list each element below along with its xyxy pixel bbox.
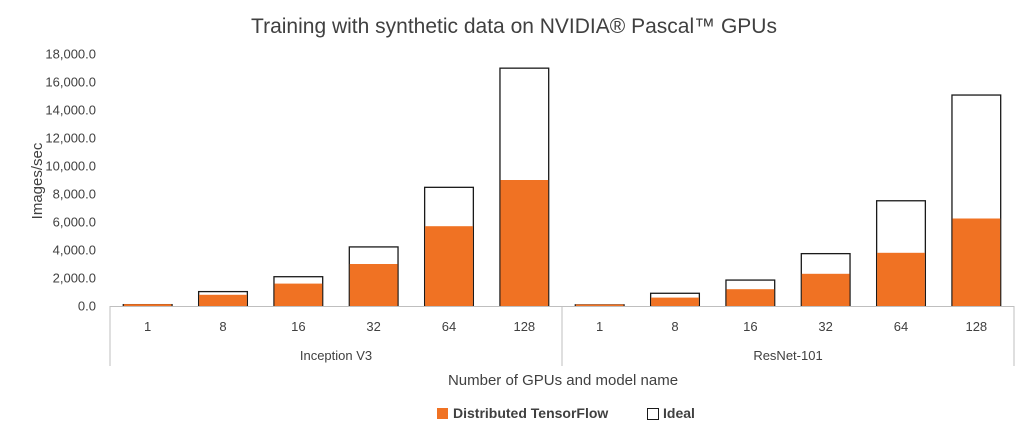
x-tick-label: 16 <box>743 319 757 334</box>
x-tick-label: 64 <box>442 319 456 334</box>
y-tick-label: 8,000.0 <box>53 187 96 202</box>
bar-distributed-tensorflow <box>575 304 624 306</box>
y-axis-label: Images/sec <box>29 142 46 219</box>
bar-distributed-tensorflow <box>199 294 247 306</box>
bar-distributed-tensorflow <box>500 180 549 306</box>
bar-distributed-tensorflow <box>726 289 775 306</box>
bar-distributed-tensorflow <box>651 297 699 306</box>
x-tick-label: 8 <box>219 319 226 334</box>
y-tick-label: 10,000.0 <box>45 159 96 174</box>
chart-title: Training with synthetic data on NVIDIA® … <box>251 15 777 38</box>
legend-label-distributed-tensorflow: Distributed TensorFlow <box>453 405 608 421</box>
x-tick-label: 128 <box>513 319 535 334</box>
x-tick-label: 16 <box>291 319 305 334</box>
group-label: ResNet-101 <box>753 348 822 363</box>
bar-distributed-tensorflow <box>349 264 398 306</box>
x-tick-label: 32 <box>366 319 380 334</box>
x-axis-label: Number of GPUs and model name <box>448 372 678 389</box>
legend-swatch-ideal <box>647 408 659 420</box>
plot-area: 0.0 2,000.0 4,000.0 6,000.0 8,000.0 10,000.0 1… <box>45 47 1015 366</box>
x-tick-label: 1 <box>144 319 151 334</box>
y-tick-label: 14,000.0 <box>45 103 96 118</box>
y-tick-label: 0.0 <box>78 299 96 314</box>
bar-distributed-tensorflow <box>425 226 473 306</box>
y-tick-label: 4,000.0 <box>53 243 96 258</box>
y-tick-label: 18,000.0 <box>45 47 96 62</box>
x-tick-label: 128 <box>965 319 987 334</box>
bar-distributed-tensorflow <box>274 283 323 306</box>
y-tick-label: 6,000.0 <box>53 215 96 230</box>
x-tick-label: 1 <box>596 319 603 334</box>
legend-label-ideal: Ideal <box>663 405 695 421</box>
y-tick-label: 12,000.0 <box>45 131 96 146</box>
x-tick-label: 8 <box>671 319 678 334</box>
y-tick-label: 2,000.0 <box>53 271 96 286</box>
bar-distributed-tensorflow <box>123 304 172 306</box>
bar-distributed-tensorflow <box>877 252 925 306</box>
group-label: Inception V3 <box>300 348 372 363</box>
x-tick-label: 32 <box>818 319 832 334</box>
y-tick-label: 16,000.0 <box>45 75 96 90</box>
x-tick-label: 64 <box>894 319 908 334</box>
bar-distributed-tensorflow <box>801 273 850 306</box>
bar-distributed-tensorflow <box>952 218 1001 306</box>
legend-swatch-distributed-tensorflow <box>437 408 448 419</box>
legend: Distributed TensorFlow Ideal <box>437 405 695 421</box>
